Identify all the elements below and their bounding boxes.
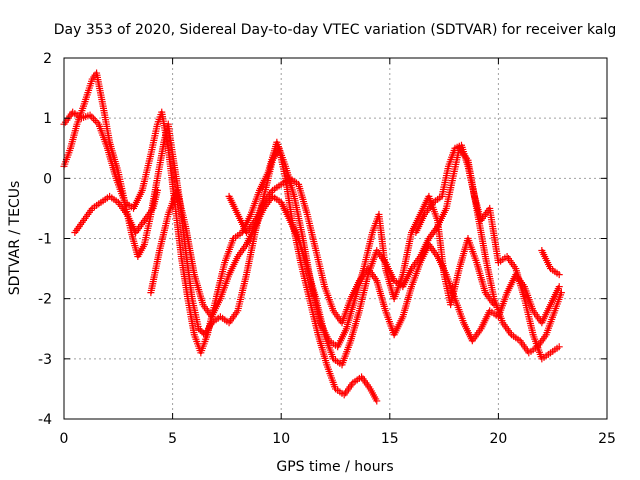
data-point: [198, 328, 206, 336]
x-tick-label: 25: [598, 431, 616, 447]
x-tick-label: 20: [489, 431, 507, 447]
series-trace-d: [225, 174, 563, 345]
x-tick-label: 5: [168, 431, 177, 447]
series-trace-a: [60, 69, 381, 405]
y-tick-label: -3: [38, 352, 52, 368]
y-tick-label: -1: [38, 232, 52, 248]
data-point: [373, 397, 381, 405]
y-tick-label: 0: [43, 171, 52, 187]
data-points: [60, 69, 565, 405]
data-point: [88, 113, 96, 121]
data-point: [153, 186, 161, 194]
y-tick-label: 2: [43, 51, 52, 67]
data-point: [195, 325, 203, 333]
y-tick-label: -4: [38, 412, 52, 428]
x-tick-label: 0: [60, 431, 69, 447]
data-point: [555, 271, 563, 279]
data-point: [555, 283, 563, 291]
data-point: [91, 117, 99, 125]
series-trace-e: [412, 141, 563, 363]
y-axis-label: SDTVAR / TECUs: [7, 181, 23, 296]
y-tick-label: 1: [43, 111, 52, 127]
x-tick-label: 15: [381, 431, 399, 447]
chart-title: Day 353 of 2020, Sidereal Day-to-day VTE…: [54, 22, 616, 38]
y-tick-label: -2: [38, 292, 52, 308]
data-point: [555, 343, 563, 351]
x-tick-label: 10: [272, 431, 290, 447]
data-point: [196, 326, 204, 334]
x-axis-label: GPS time / hours: [276, 459, 393, 475]
axis-ticks: 0 5 10 15 20 25 -4 -3 -2 -1 0 1 2: [38, 51, 616, 447]
